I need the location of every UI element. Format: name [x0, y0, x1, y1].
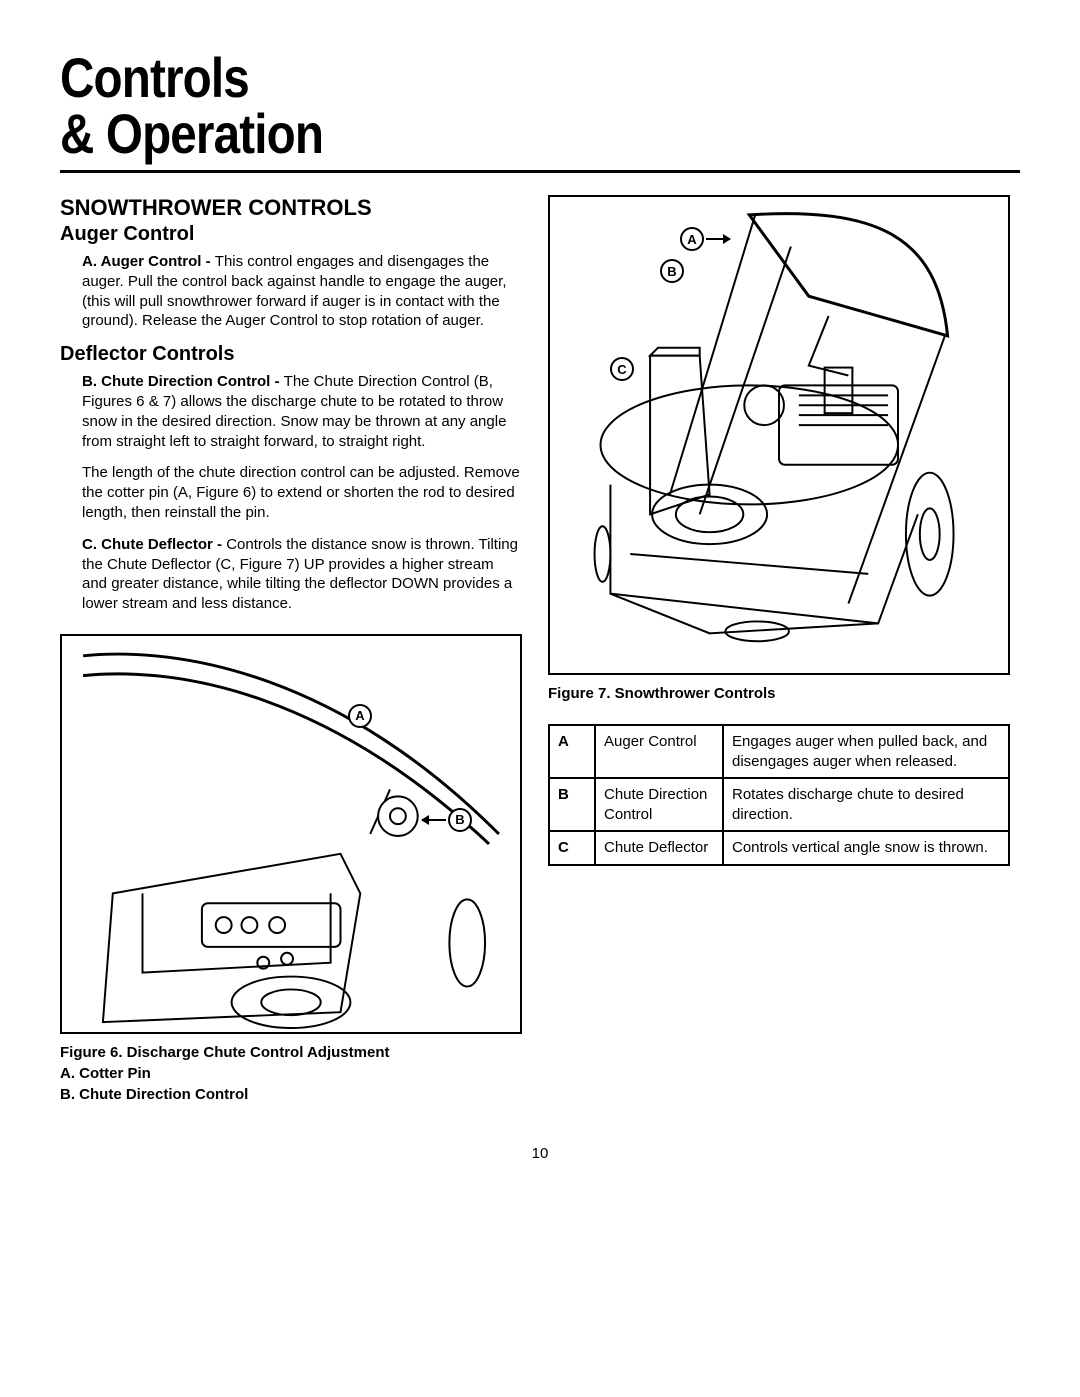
controls-table: A Auger Control Engages auger when pulle… — [548, 724, 1010, 866]
left-column: SNOWTHROWER CONTROLS Auger Control A. Au… — [60, 195, 522, 1105]
page-number: 10 — [60, 1145, 1020, 1162]
figure6-callout-b: B — [420, 808, 472, 832]
title-line-1: Controls — [60, 46, 249, 109]
section-title: SNOWTHROWER CONTROLS — [60, 195, 522, 221]
cell-key: C — [549, 831, 595, 865]
figure7-caption: Figure 7. Snowthrower Controls — [548, 683, 1010, 704]
right-column: A B C Figure 7. Snowthrower Controls A A… — [548, 195, 1010, 1105]
table-row: C Chute Deflector Controls vertical angl… — [549, 831, 1009, 865]
figure7-callout-b-label: B — [660, 259, 684, 283]
figure6-callout-a: A — [348, 704, 372, 728]
item-a-head: A. Auger Control - — [82, 253, 215, 270]
table-row: A Auger Control Engages auger when pulle… — [549, 725, 1009, 778]
figure6-callout-a-label: A — [348, 704, 372, 728]
figure6-caption-line3: B. Chute Direction Control — [60, 1086, 248, 1103]
item-c: C. Chute Deflector - Controls the distan… — [60, 535, 522, 614]
figure-6-illustration — [62, 636, 520, 1032]
item-c-head: C. Chute Deflector - — [82, 536, 226, 553]
figure6-callout-b-label: B — [448, 808, 472, 832]
figure7-callout-a-label: A — [680, 227, 704, 251]
cell-desc: Rotates discharge chute to desired direc… — [723, 778, 1009, 831]
arrow-right-icon — [706, 238, 730, 240]
figure7-callout-c-label: C — [610, 357, 634, 381]
item-a: A. Auger Control - This control engages … — [60, 252, 522, 331]
figure7-callout-a: A — [680, 227, 732, 251]
auger-subsection-title: Auger Control — [60, 223, 522, 246]
content-columns: SNOWTHROWER CONTROLS Auger Control A. Au… — [60, 195, 1020, 1105]
title-line-2: & Operation — [60, 102, 323, 165]
cell-name: Chute Direction Control — [595, 778, 723, 831]
item-b: B. Chute Direction Control - The Chute D… — [60, 372, 522, 451]
figure6-caption-line2: A. Cotter Pin — [60, 1065, 151, 1082]
cell-desc: Engages auger when pulled back, and dise… — [723, 725, 1009, 778]
figure6-caption: Figure 6. Discharge Chute Control Adjust… — [60, 1042, 522, 1105]
arrow-left-icon — [422, 819, 446, 821]
item-b-head: B. Chute Direction Control - — [82, 373, 284, 390]
cell-key: B — [549, 778, 595, 831]
figure7-callout-b: B — [660, 259, 684, 283]
figure-7-illustration — [550, 197, 1008, 673]
title-divider — [60, 170, 1020, 173]
figure7-callout-c: C — [610, 357, 634, 381]
figure6-caption-line1: Figure 6. Discharge Chute Control Adjust… — [60, 1044, 389, 1061]
cell-name: Auger Control — [595, 725, 723, 778]
page-title: Controls & Operation — [60, 50, 876, 162]
cell-desc: Controls vertical angle snow is thrown. — [723, 831, 1009, 865]
item-b-extra: The length of the chute direction contro… — [60, 463, 522, 522]
cell-key: A — [549, 725, 595, 778]
table-row: B Chute Direction Control Rotates discha… — [549, 778, 1009, 831]
cell-name: Chute Deflector — [595, 831, 723, 865]
figure-6-box: A B — [60, 634, 522, 1034]
figure-7-box: A B C — [548, 195, 1010, 675]
deflector-subsection-title: Deflector Controls — [60, 343, 522, 366]
